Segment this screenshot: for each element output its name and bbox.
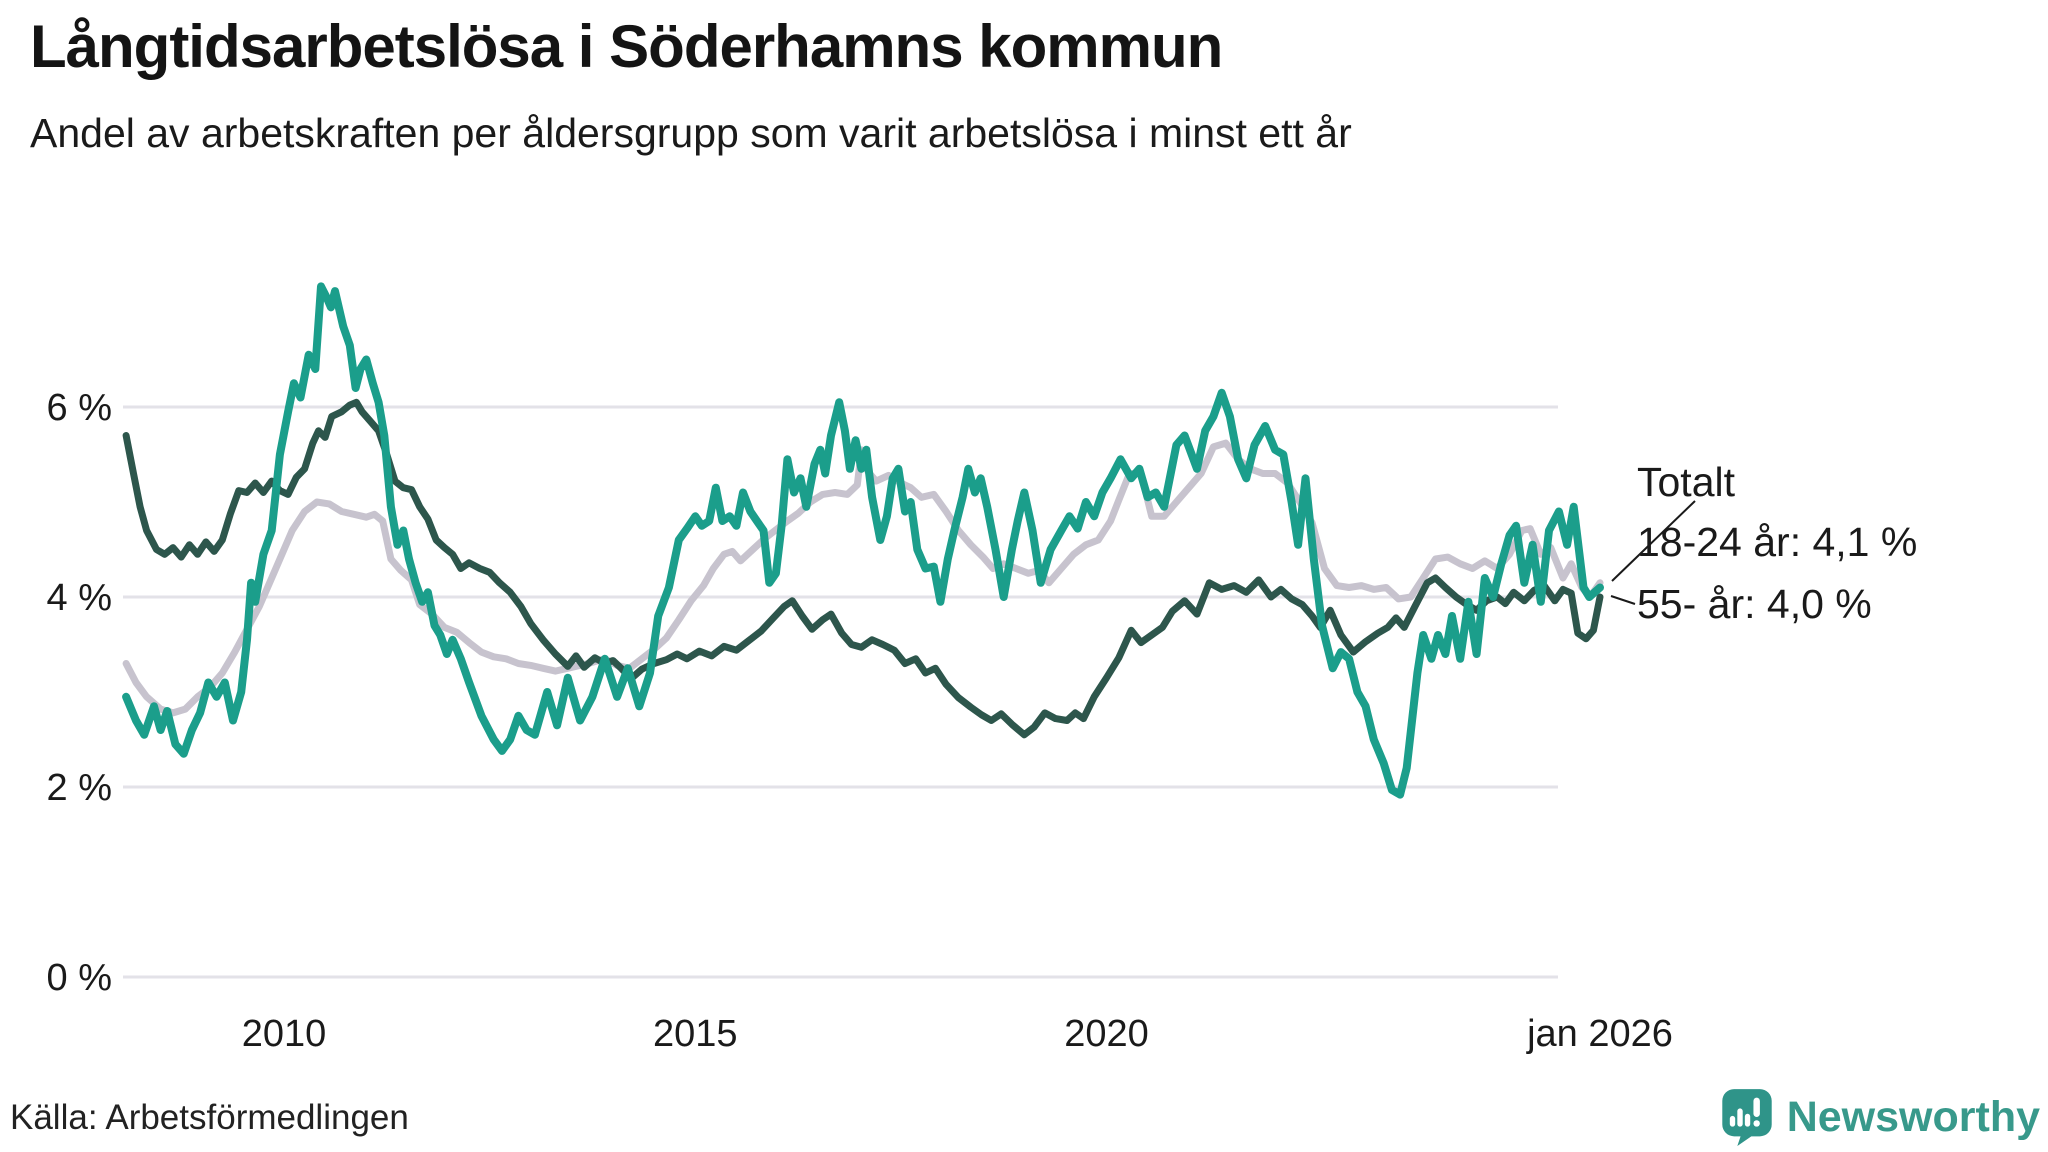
leader-line-55-ar xyxy=(1610,595,1636,605)
x-axis: 2010 2015 2020 jan 2026 xyxy=(242,1013,1673,1055)
y-tick-6pct: 6 % xyxy=(47,387,112,429)
line-55-ar xyxy=(122,398,1604,739)
annotation-totalt: Totalt xyxy=(1637,459,1736,505)
x-tick-jan-2026: jan 2026 xyxy=(1526,1013,1673,1055)
series-lines xyxy=(122,282,1604,799)
y-tick-0pct: 0 % xyxy=(47,957,112,999)
page-subtitle: Andel av arbetskraften per åldersgrupp s… xyxy=(30,110,1352,156)
annotation-18-24: 18-24 år: 4,1 % xyxy=(1637,519,1917,565)
newsworthy-logo-icon xyxy=(1722,1089,1772,1146)
annotations: Totalt 18-24 år: 4,1 % 55- år: 4,0 % xyxy=(1637,459,1917,627)
y-tick-2pct: 2 % xyxy=(47,767,112,809)
leader-line-totalt xyxy=(1611,500,1696,582)
line-18-24-ar xyxy=(122,282,1604,799)
x-tick-2020: 2020 xyxy=(1064,1013,1149,1055)
newsworthy-brand: Newsworthy xyxy=(1721,1088,2040,1146)
annotation-leaders xyxy=(1610,500,1696,605)
x-tick-2015: 2015 xyxy=(653,1013,738,1055)
y-tick-4pct: 4 % xyxy=(47,577,112,619)
source-note: Källa: Arbetsförmedlingen xyxy=(10,1098,409,1137)
y-axis: 6 % 4 % 2 % 0 % xyxy=(47,387,112,999)
x-tick-2010: 2010 xyxy=(242,1013,327,1055)
line-totalt xyxy=(122,439,1604,717)
page-title: Långtidsarbetslösa i Söderhamns kommun xyxy=(30,13,1223,80)
annotation-55: 55- år: 4,0 % xyxy=(1637,581,1872,627)
newsworthy-logo-text: Newsworthy xyxy=(1786,1092,2040,1141)
